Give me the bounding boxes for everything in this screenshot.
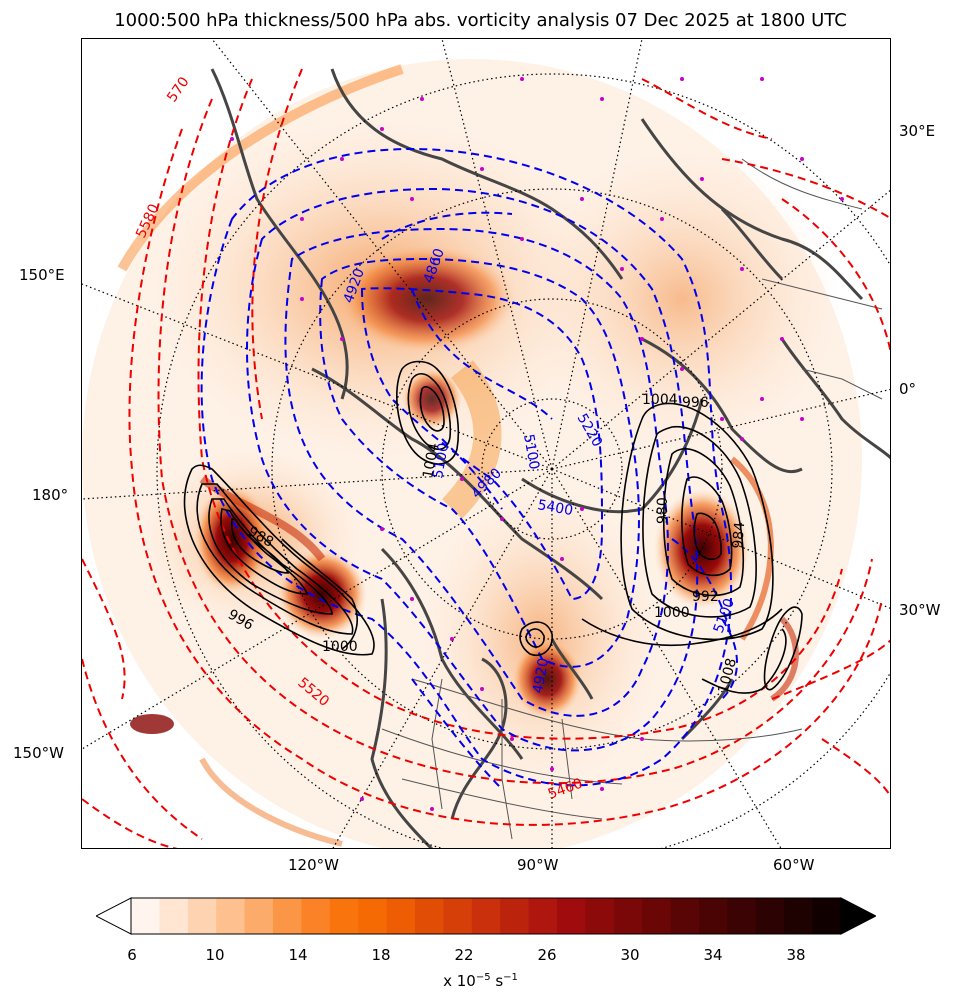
thickness-label-5100-b: 5100 — [520, 433, 542, 471]
thickness-label-5400: 5400 — [536, 497, 574, 519]
pressure-contours — [183, 360, 803, 694]
pressure-label-1004-b: 1004 — [642, 392, 678, 408]
pressure-label-984: 984 — [730, 521, 748, 549]
colorbar-swatch — [443, 898, 473, 934]
colorbar-swatch — [471, 898, 501, 934]
map-title: 1000:500 hPa thickness/500 hPa abs. vort… — [114, 10, 847, 31]
colorbar-swatch — [642, 898, 672, 934]
units-exponent-2: −1 — [503, 972, 518, 983]
lon-label-180: 180° — [32, 486, 69, 504]
thickness-contours-warm — [82, 68, 890, 848]
lon-label-150w: 150°W — [13, 744, 64, 762]
borders — [381, 158, 883, 840]
colorbar-swatch — [585, 898, 615, 934]
colorbar-tick-label: 26 — [537, 946, 557, 964]
thickness-label-5100: 5100 — [430, 442, 452, 480]
colorbar-swatch — [301, 898, 331, 934]
thickness-contours-cold — [200, 147, 738, 790]
colorbar-swatch — [500, 898, 530, 934]
colorbar-swatch — [131, 898, 160, 934]
pressure-label-1000-b: 1000 — [654, 605, 690, 621]
colorbar-swatch — [159, 898, 189, 934]
colorbar-tick-label: 6 — [127, 946, 137, 964]
colorbar-swatch — [755, 898, 785, 934]
colorbar-tick-label: 18 — [371, 946, 391, 964]
coastlines — [210, 68, 890, 848]
units-prefix: x 10 — [443, 972, 476, 990]
colorbar-tick-label: 22 — [454, 946, 474, 964]
map-panel: 570 5580 5520 5460 4920 4860 5100 5220 5… — [81, 38, 891, 849]
lon-label-150e: 150°E — [19, 266, 65, 284]
units-seconds: s — [490, 972, 504, 990]
vortex-markers — [230, 77, 844, 811]
pressure-label-1000-a: 1000 — [322, 639, 358, 655]
colorbar-units: x 10−5 s−1 — [0, 972, 961, 990]
map-canvas: 570 5580 5520 5460 4920 4860 5100 5220 5… — [82, 39, 890, 848]
lon-label-30w: 30°W — [899, 601, 941, 619]
colorbar-swatch — [329, 898, 359, 934]
colorbar-tick-label: 34 — [703, 946, 723, 964]
colorbar-tick-label: 10 — [205, 946, 225, 964]
colorbar-swatch — [358, 898, 388, 934]
colorbar-swatch — [812, 898, 842, 934]
pressure-label-992: 992 — [692, 589, 719, 605]
colorbar-swatch — [784, 898, 814, 934]
lon-label-120w: 120°W — [288, 856, 339, 874]
colorbar-under-extend — [94, 897, 132, 935]
vorticity-shading — [82, 39, 890, 848]
colorbar-swatch — [415, 898, 444, 934]
thickness-label-4920-b: 4920 — [530, 657, 552, 695]
colorbar-swatch — [216, 898, 246, 934]
colorbar-over-extend — [840, 897, 878, 935]
pressure-label-980: 980 — [655, 497, 671, 524]
colorbar-swatch — [244, 898, 274, 934]
pressure-labels: 1000 996 988 996 1004 1000 992 980 984 1… — [225, 392, 748, 695]
colorbar-swatch — [557, 898, 586, 934]
colorbar — [94, 896, 878, 936]
colorbar-tick-label: 30 — [620, 946, 640, 964]
colorbar-tick-label: 14 — [288, 946, 308, 964]
lon-label-30e: 30°E — [899, 122, 936, 140]
lon-label-0: 0° — [899, 380, 917, 398]
colorbar-swatch — [273, 898, 302, 934]
units-exponent-1: −5 — [475, 972, 491, 983]
pressure-label-996-b: 996 — [682, 395, 709, 411]
colorbar-swatch — [528, 898, 558, 934]
pressure-label-1004-a: 1004 — [420, 442, 442, 480]
colorbar-swatch — [727, 898, 757, 934]
colorbar-svg — [94, 897, 878, 935]
colorbar-swatch — [613, 898, 643, 934]
colorbar-tick-label: 38 — [786, 946, 806, 964]
colorbar-swatch — [187, 898, 217, 934]
lon-label-60w: 60°W — [773, 856, 815, 874]
colorbar-swatch — [386, 898, 416, 934]
colorbar-frame — [130, 897, 842, 935]
lon-label-90w: 90°W — [517, 856, 559, 874]
colorbar-swatch — [699, 898, 728, 934]
colorbar-swatch — [670, 898, 700, 934]
